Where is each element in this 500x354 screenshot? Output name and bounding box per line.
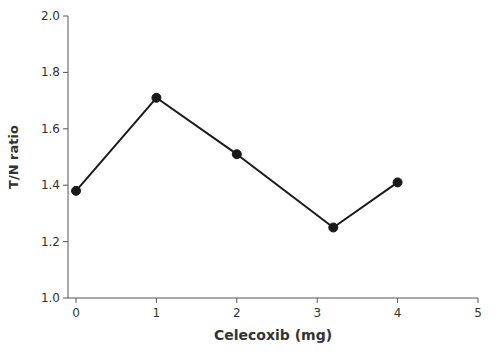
plot-area (72, 93, 403, 232)
y-tick (63, 241, 68, 242)
y-tick (63, 72, 68, 73)
y-tick-label: 2.0 (41, 9, 60, 23)
y-tick-label: 1.0 (41, 291, 60, 305)
chart-container: 0 1 2 3 4 5 1.0 1.2 1.4 1.6 1.8 2.0 Celecoxib (mg) T/… (0, 0, 500, 354)
y-tick (63, 16, 68, 17)
x-axis-label: Celecoxib (mg) (214, 327, 332, 343)
y-tick-label: 1.2 (41, 235, 60, 249)
y-tick (63, 185, 68, 186)
x-tick-label: 4 (394, 306, 402, 320)
y-tick-label: 1.4 (41, 178, 60, 192)
x-tick (76, 298, 77, 303)
y-axis: 1.0 1.2 1.4 1.6 1.8 2.0 (41, 9, 68, 305)
x-axis: 0 1 2 3 4 5 (72, 298, 482, 320)
x-tick (478, 298, 479, 303)
x-tick-label: 0 (72, 306, 80, 320)
chart: 0 1 2 3 4 5 1.0 1.2 1.4 1.6 1.8 2.0 Celecoxib (mg) T/… (0, 0, 500, 354)
y-axis-line (68, 16, 69, 298)
y-axis-label: T/N ratio (6, 125, 21, 189)
point (72, 186, 81, 195)
x-tick (156, 298, 157, 303)
point (329, 223, 338, 232)
point (152, 93, 161, 102)
line (76, 98, 398, 228)
point (393, 178, 402, 187)
x-tick-label: 3 (313, 306, 321, 320)
y-tick-label: 1.8 (41, 65, 60, 79)
y-tick (63, 128, 68, 129)
point (232, 150, 241, 159)
x-tick-label: 1 (153, 306, 161, 320)
x-tick (236, 298, 237, 303)
x-tick-label: 5 (474, 306, 482, 320)
y-tick-label: 1.6 (41, 122, 60, 136)
x-tick (317, 298, 318, 303)
x-tick-label: 2 (233, 306, 241, 320)
x-axis-line (68, 298, 478, 299)
x-tick (397, 298, 398, 303)
y-tick (63, 298, 68, 299)
